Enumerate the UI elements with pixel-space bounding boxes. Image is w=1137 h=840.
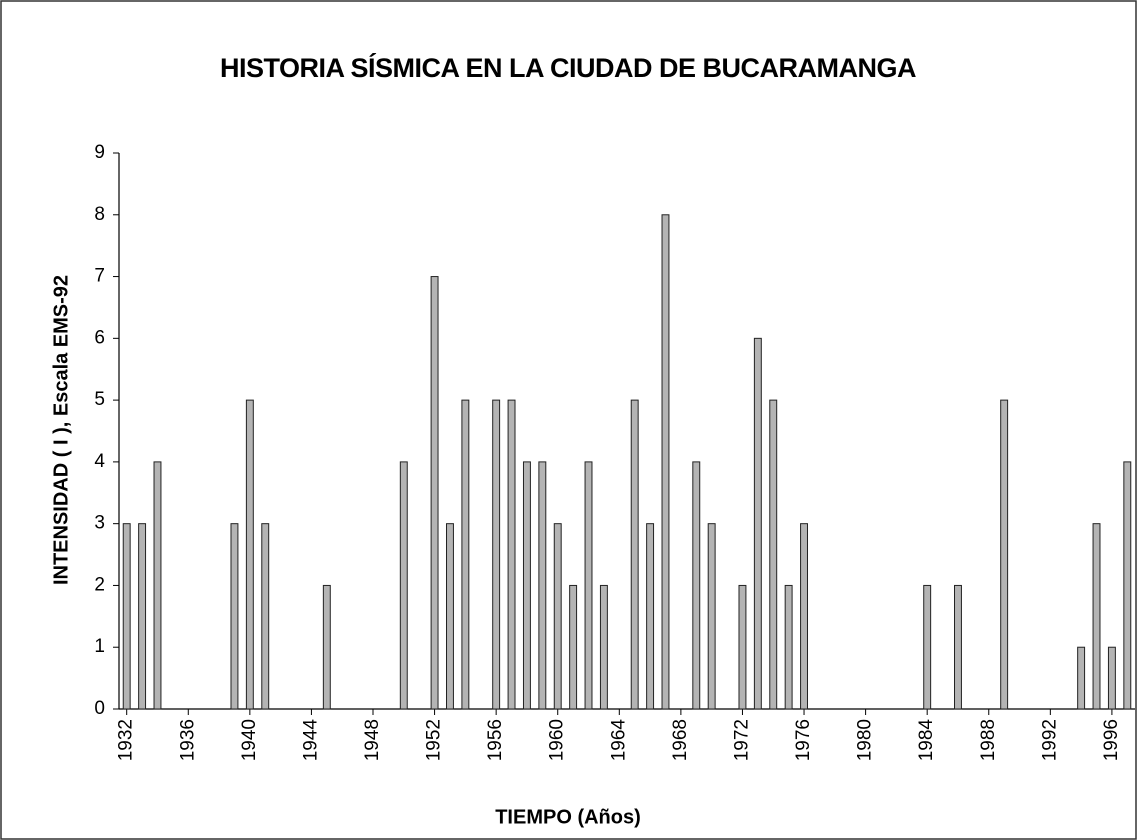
bar bbox=[569, 584, 578, 710]
bar bbox=[230, 523, 239, 710]
bar bbox=[461, 399, 470, 710]
x-tick-label: 1936 bbox=[177, 719, 198, 761]
bar bbox=[261, 523, 270, 710]
x-tick-label: 1944 bbox=[300, 719, 321, 762]
y-tick-label: 5 bbox=[94, 389, 105, 410]
bar bbox=[661, 214, 670, 710]
bar bbox=[122, 523, 131, 710]
bar bbox=[1092, 523, 1101, 710]
bar bbox=[138, 523, 147, 710]
bar bbox=[538, 461, 547, 710]
x-tick-label: 1984 bbox=[916, 719, 937, 762]
x-tick-label: 1972 bbox=[731, 719, 752, 761]
x-tick-label: 1980 bbox=[855, 719, 876, 761]
y-tick-label: 3 bbox=[94, 513, 105, 534]
x-tick-label: 1960 bbox=[547, 719, 568, 761]
y-tick-label: 1 bbox=[94, 636, 105, 657]
y-tick-label: 9 bbox=[94, 142, 105, 163]
x-tick-label: 1956 bbox=[485, 719, 506, 761]
x-tick-label: 1968 bbox=[670, 719, 691, 761]
bar bbox=[800, 523, 808, 710]
bar bbox=[522, 461, 531, 710]
bar bbox=[322, 584, 331, 710]
x-axis-title: TIEMPO (Años) bbox=[495, 806, 641, 828]
x-tick-label: 1940 bbox=[239, 719, 260, 761]
bar bbox=[446, 523, 454, 710]
bar bbox=[692, 461, 701, 710]
bar bbox=[507, 399, 516, 710]
bar bbox=[1000, 399, 1009, 710]
y-tick-label: 0 bbox=[94, 698, 105, 719]
bar bbox=[599, 584, 608, 710]
bar bbox=[1123, 461, 1132, 710]
x-tick-label: 1992 bbox=[1039, 719, 1060, 761]
bar bbox=[245, 399, 254, 710]
x-tick-label: 1976 bbox=[793, 719, 814, 761]
bar bbox=[153, 461, 162, 710]
x-tick-label: 1996 bbox=[1101, 719, 1122, 761]
bar bbox=[954, 584, 962, 710]
bar bbox=[784, 584, 793, 710]
chart-title: HISTORIA SÍSMICA EN LA CIUDAD DE BUCARAM… bbox=[220, 52, 916, 83]
y-axis-title: INTENSIDAD ( I ), Escala EMS-92 bbox=[50, 275, 72, 585]
bar bbox=[399, 461, 408, 710]
bar bbox=[738, 584, 747, 710]
y-tick-label: 7 bbox=[94, 266, 105, 287]
bar bbox=[923, 584, 932, 710]
bar bbox=[584, 461, 593, 710]
x-tick-label: 1948 bbox=[362, 719, 383, 761]
bar bbox=[1107, 646, 1116, 710]
x-tick-label: 1932 bbox=[116, 719, 137, 761]
bar bbox=[1077, 646, 1086, 710]
bar bbox=[707, 523, 716, 710]
x-tick-label: 1964 bbox=[608, 719, 629, 762]
bar bbox=[646, 523, 655, 710]
x-tick-label: 1952 bbox=[424, 719, 445, 761]
y-tick-label: 8 bbox=[94, 204, 105, 225]
y-tick-label: 2 bbox=[94, 574, 105, 595]
bar bbox=[553, 523, 562, 710]
bar bbox=[769, 399, 778, 710]
y-tick-label: 6 bbox=[94, 327, 105, 348]
y-tick-label: 4 bbox=[94, 451, 105, 472]
bar bbox=[492, 399, 501, 710]
bar bbox=[753, 337, 762, 710]
x-tick-label: 1988 bbox=[978, 719, 999, 761]
bar bbox=[430, 276, 439, 710]
bar bbox=[630, 399, 639, 710]
